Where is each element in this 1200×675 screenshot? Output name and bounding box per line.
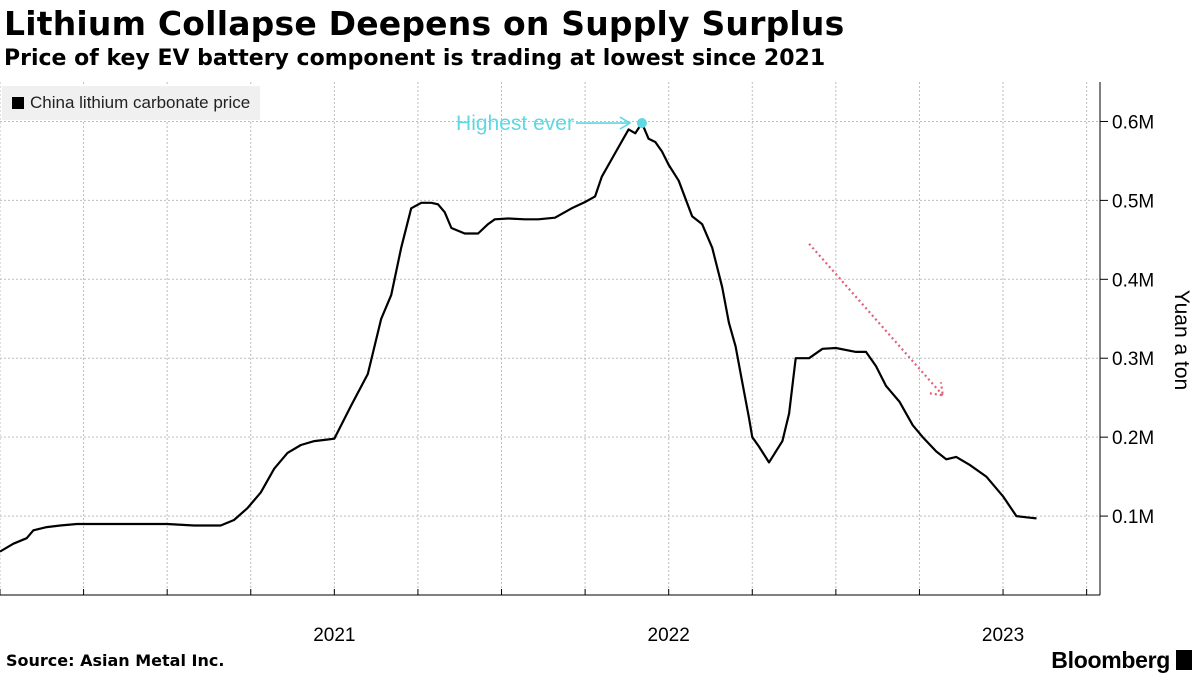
x-tick-label: 2022 bbox=[648, 625, 690, 646]
source-note: Source: Asian Metal Inc. bbox=[6, 651, 225, 670]
peak-arrow-head bbox=[619, 116, 632, 130]
legend-label: China lithium carbonate price bbox=[30, 93, 251, 112]
x-tick-label: 2023 bbox=[982, 625, 1024, 646]
series-layer bbox=[0, 121, 1037, 553]
y-tick-label: 0.4M bbox=[1112, 270, 1154, 291]
y-tick-label: 0.5M bbox=[1112, 191, 1154, 212]
y-tick-label: 0.6M bbox=[1112, 112, 1154, 133]
brand-mark-icon bbox=[1176, 650, 1192, 670]
y-tick-label: 0.1M bbox=[1112, 507, 1154, 528]
legend: China lithium carbonate price bbox=[2, 86, 261, 120]
y-tick-label: 0.2M bbox=[1112, 428, 1154, 449]
axes: 0.1M 0.2M 0.3M 0.4M 0.5M 0.6M 2021 2022 2023 Yuan… bbox=[0, 82, 1193, 646]
chart-subtitle: Price of key EV battery component is tra… bbox=[4, 46, 826, 71]
trend-arrow-shaft bbox=[808, 243, 944, 397]
peak-annotation-label: Highest ever bbox=[456, 112, 574, 135]
peak-marker bbox=[636, 118, 647, 129]
y-axis-title: Yuan a ton bbox=[1170, 290, 1193, 390]
legend-swatch-icon bbox=[12, 97, 24, 109]
series-line bbox=[0, 121, 1037, 553]
grid-lines bbox=[0, 82, 1100, 595]
chart-title: Lithium Collapse Deepens on Supply Surpl… bbox=[4, 4, 845, 43]
x-tick-label: 2021 bbox=[313, 625, 355, 646]
brand-logo: Bloomberg bbox=[1051, 647, 1170, 673]
annotations: Highest ever bbox=[456, 112, 945, 397]
trend-arrow-head bbox=[929, 382, 945, 397]
y-tick-label: 0.3M bbox=[1112, 349, 1154, 370]
